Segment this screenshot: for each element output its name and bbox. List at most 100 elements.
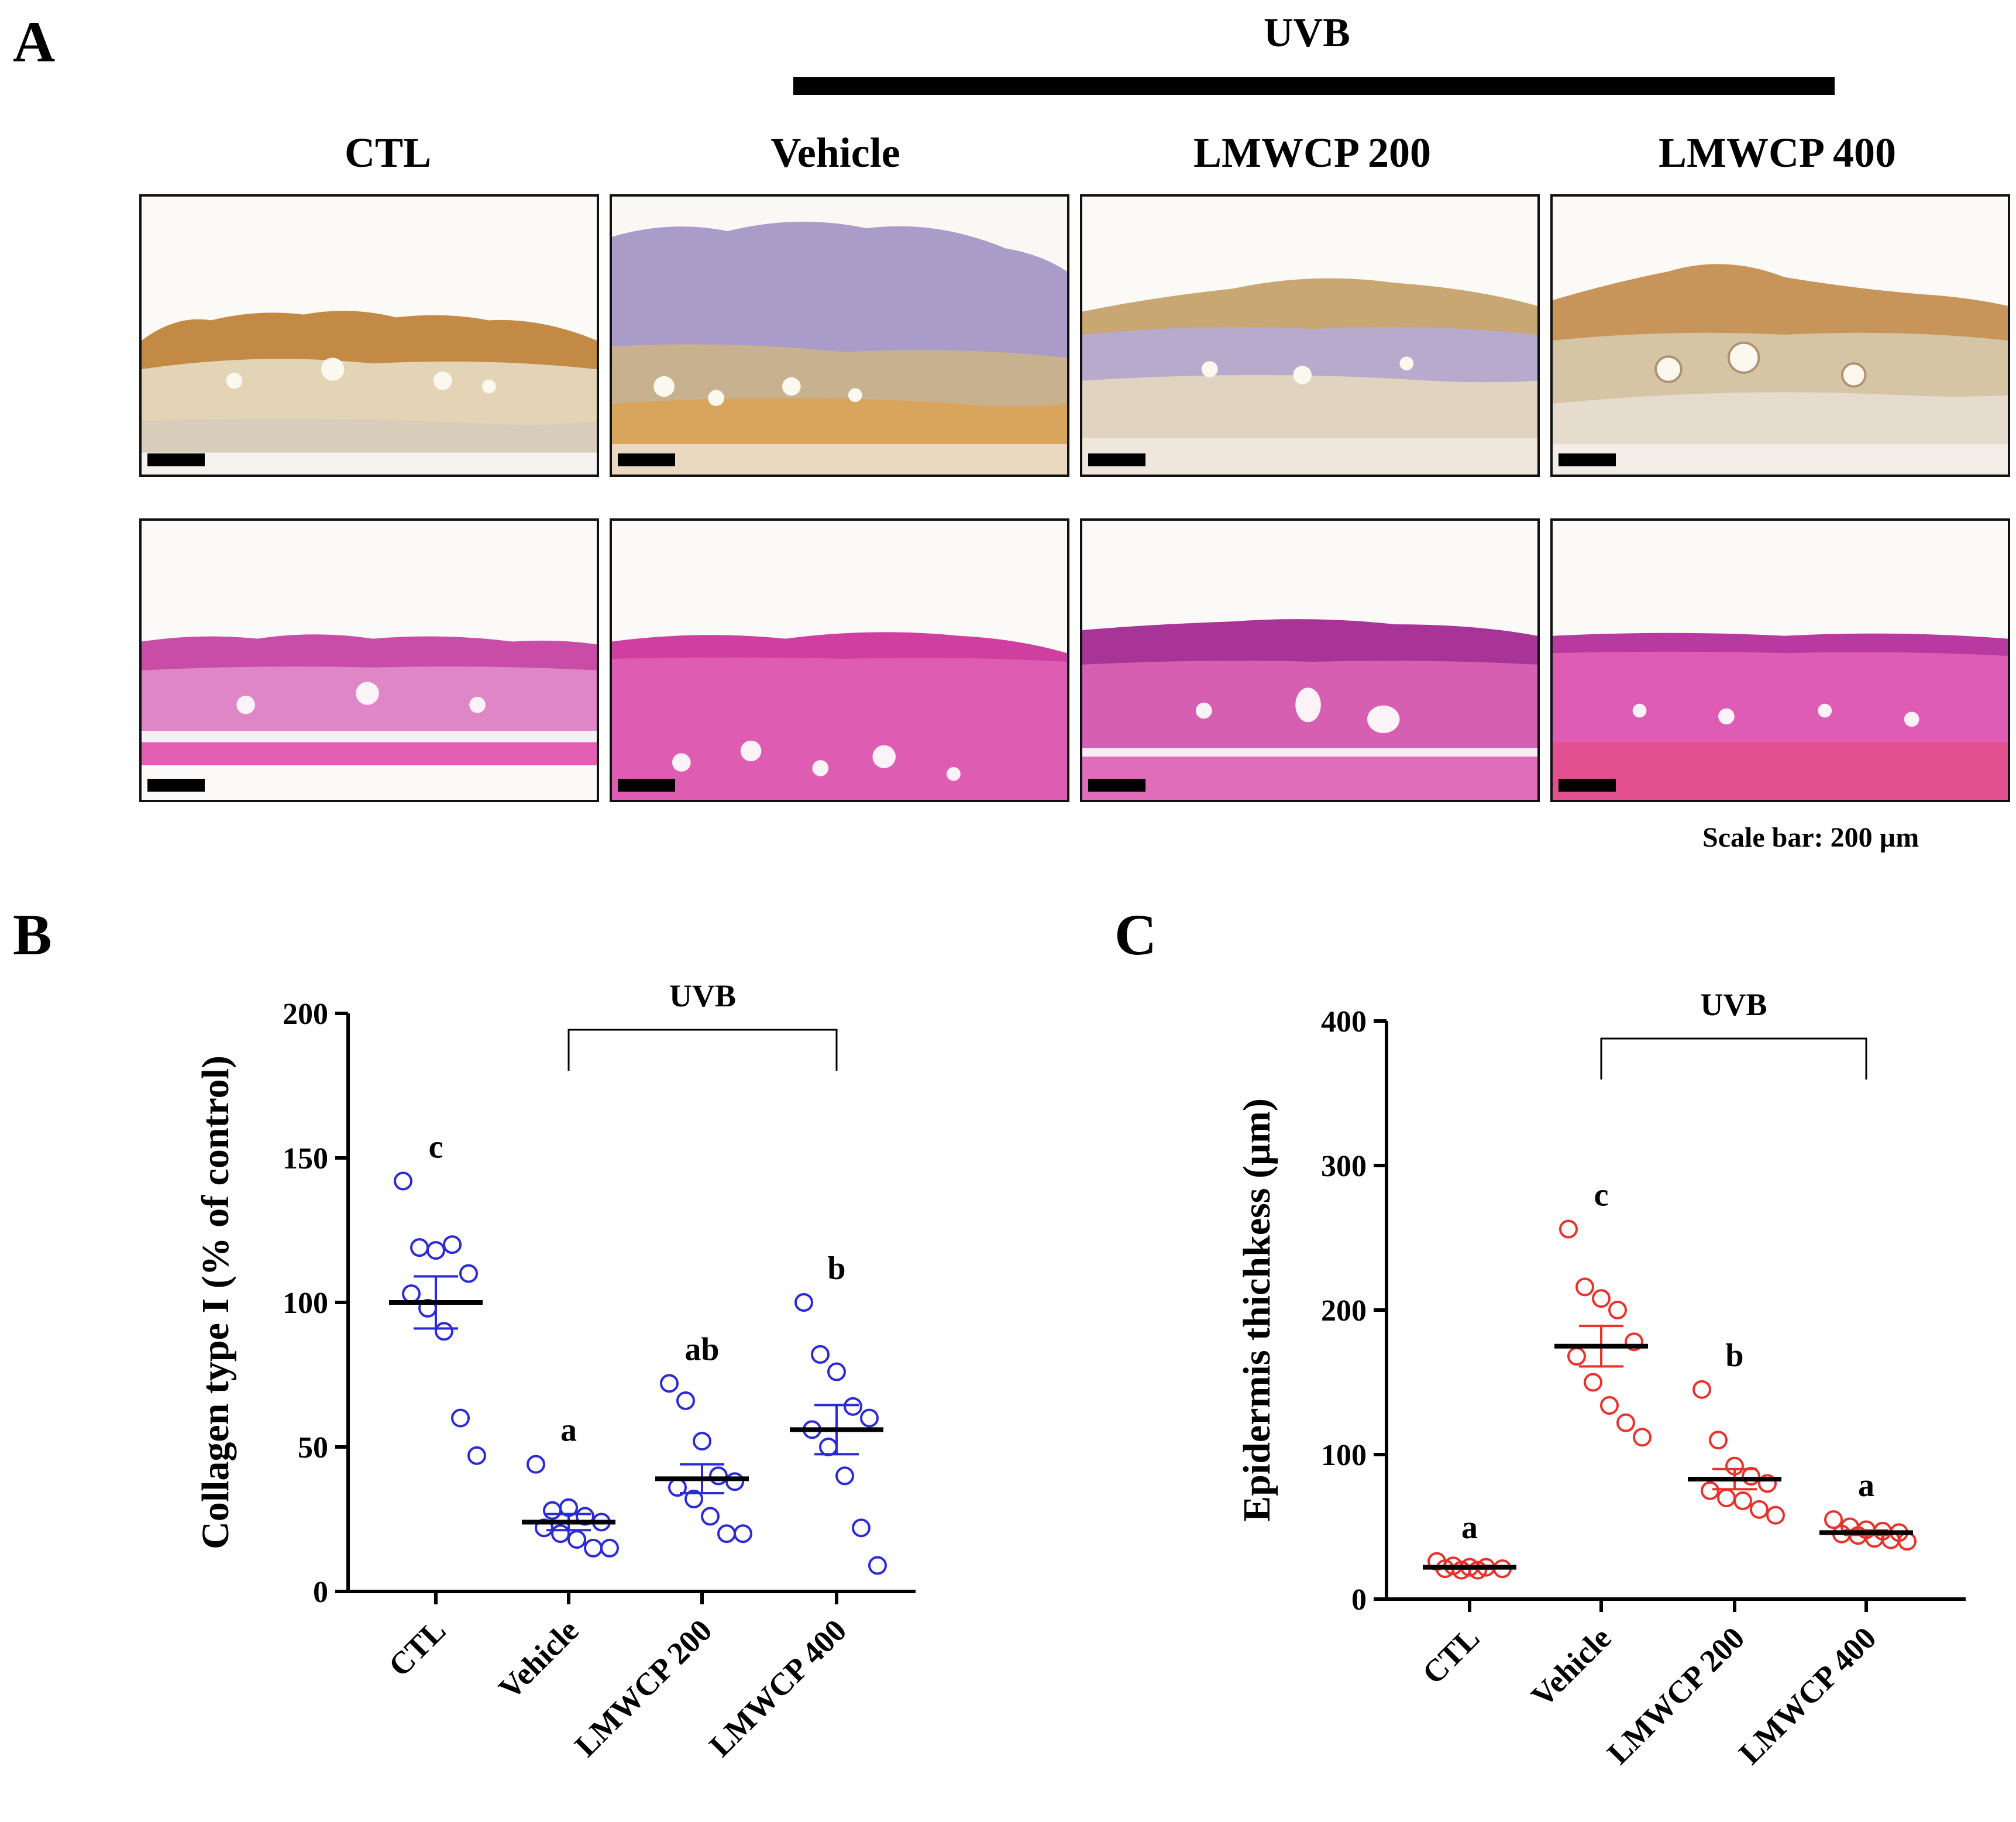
data-point — [1758, 1474, 1777, 1493]
data-point — [819, 1438, 838, 1456]
y-tick-label: 0 — [313, 1576, 328, 1609]
significance-letter: ab — [684, 1331, 719, 1367]
data-point — [1567, 1347, 1586, 1366]
ihc-image-lmwcp200 — [1080, 194, 1540, 477]
x-tick-label: LMWCP 400 — [703, 1613, 854, 1763]
scale-bar-mark — [147, 779, 205, 792]
data-point — [1717, 1488, 1736, 1508]
significance-letter: c — [1594, 1177, 1609, 1213]
data-point — [852, 1518, 871, 1538]
data-point — [794, 1293, 813, 1312]
uvb-bracket — [567, 1029, 838, 1071]
he-image-vehicle — [610, 518, 1069, 802]
data-point — [725, 1472, 744, 1491]
x-tick-label: LMWCP 200 — [568, 1613, 719, 1763]
y-tick-label: 300 — [1321, 1150, 1367, 1183]
data-point — [1608, 1301, 1627, 1319]
data-point — [717, 1524, 736, 1543]
data-point — [527, 1455, 545, 1474]
data-point — [835, 1466, 854, 1486]
data-point — [567, 1530, 586, 1549]
data-point — [584, 1538, 603, 1558]
epidermis-chart: 0 100 200 300 400 Epidermis thichkess (µm) CTL… — [1236, 987, 1966, 1771]
data-point — [402, 1284, 421, 1304]
uvb-bracket-label: UVB — [1700, 987, 1767, 1022]
panel-c-label: C — [1114, 902, 1157, 967]
data-point — [1616, 1413, 1635, 1432]
data-point — [860, 1408, 879, 1428]
column-title-vehicle: Vehicle — [770, 129, 900, 176]
data-point — [701, 1507, 720, 1526]
y-tick-label: 200 — [1321, 1294, 1367, 1328]
data-point — [1633, 1428, 1652, 1447]
data-point — [844, 1397, 862, 1416]
data-point — [693, 1432, 711, 1451]
y-tick-label: 50 — [298, 1431, 328, 1465]
data-point — [1742, 1467, 1760, 1486]
data-point — [1468, 1560, 1487, 1580]
data-point — [600, 1538, 619, 1558]
uvb-bracket-label: UVB — [669, 978, 736, 1013]
x-tick-label: CTL — [382, 1613, 453, 1683]
scale-bar-mark — [1559, 779, 1616, 792]
data-point — [467, 1446, 486, 1465]
scale-bar-mark — [1088, 779, 1145, 792]
significance-letter: a — [560, 1412, 577, 1449]
scale-bar-label: Scale bar: 200 µm — [1702, 822, 1919, 853]
data-point — [1592, 1289, 1611, 1308]
data-point — [451, 1408, 470, 1428]
data-point — [435, 1322, 453, 1341]
data-point — [543, 1501, 562, 1520]
collagen-chart: 0 50 100 150 200 Collagen type I (% of contro… — [194, 978, 916, 1763]
data-point — [1584, 1373, 1602, 1392]
significance-letter: c — [429, 1129, 443, 1166]
data-point — [576, 1507, 594, 1526]
y-axis-title: Epidermis thichkess (µm) — [1236, 1098, 1278, 1522]
data-point — [811, 1345, 830, 1364]
scale-bar-mark — [1559, 453, 1616, 466]
data-point — [426, 1241, 445, 1260]
data-point — [459, 1264, 478, 1283]
significance-letter: a — [1858, 1467, 1874, 1504]
data-point — [827, 1362, 846, 1381]
y-tick-label: 200 — [283, 998, 328, 1031]
y-axis-title: Collagen type I (% of control) — [194, 1056, 237, 1549]
data-point — [1575, 1277, 1594, 1297]
y-tick-label: 100 — [283, 1287, 328, 1320]
data-point — [734, 1524, 752, 1543]
panel-b-label: B — [13, 902, 52, 967]
scale-bar-mark — [618, 453, 675, 466]
ihc-image-ctl — [139, 194, 599, 477]
column-title-lmwcp400: LMWCP 400 — [1659, 129, 1896, 176]
data-point — [1750, 1500, 1769, 1519]
data-point — [660, 1374, 679, 1393]
data-point — [1733, 1491, 1752, 1511]
data-point — [1559, 1219, 1578, 1239]
x-tick-label: Vehicle — [1525, 1620, 1618, 1714]
data-point — [410, 1238, 429, 1257]
column-title-ctl: CTL — [344, 129, 432, 176]
significance-letter: a — [1461, 1510, 1478, 1546]
data-point — [684, 1489, 703, 1508]
uvb-bracket — [1600, 1037, 1867, 1080]
scale-bar-mark — [618, 779, 675, 792]
he-image-ctl — [139, 518, 599, 802]
significance-letter: b — [827, 1250, 845, 1287]
data-point — [1692, 1380, 1711, 1399]
y-tick-label: 0 — [1351, 1583, 1367, 1617]
y-tick-label: 150 — [283, 1142, 328, 1175]
data-point — [551, 1524, 570, 1543]
data-point — [1600, 1396, 1619, 1415]
x-tick-label: CTL — [1416, 1620, 1487, 1691]
y-tick-label: 400 — [1321, 1005, 1367, 1039]
he-image-lmwcp400 — [1550, 518, 2010, 802]
he-image-lmwcp200 — [1080, 518, 1540, 802]
data-point — [1709, 1431, 1728, 1450]
uvb-group-label: UVB — [1264, 11, 1350, 56]
data-point — [868, 1556, 887, 1575]
x-tick-label: Vehicle — [492, 1613, 586, 1706]
data-point — [676, 1391, 695, 1410]
significance-letter: b — [1725, 1338, 1743, 1374]
y-tick-label: 100 — [1321, 1439, 1367, 1472]
panel-a-label: A — [13, 9, 56, 74]
